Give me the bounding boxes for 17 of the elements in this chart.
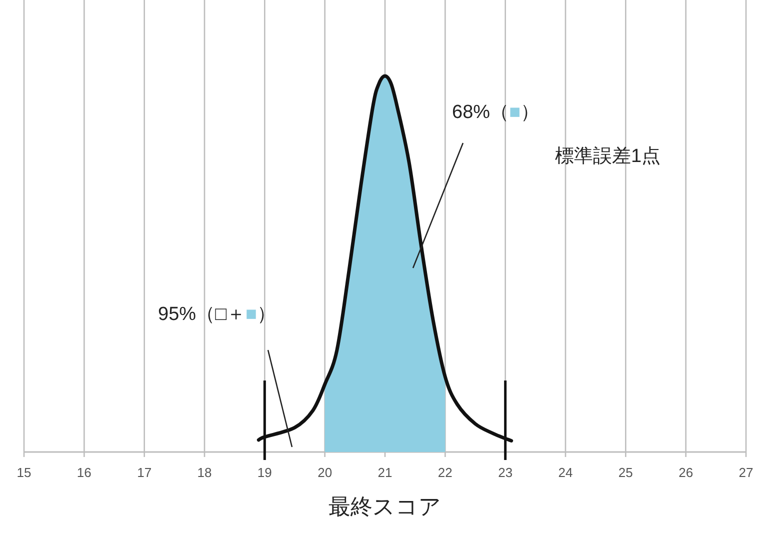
x-tick-label: 22	[438, 465, 452, 480]
x-tick-label: 25	[618, 465, 633, 480]
x-tick-label: 27	[738, 465, 754, 480]
x-tick-label: 26	[678, 465, 694, 480]
x-tick-label: 20	[318, 465, 332, 480]
x-tick-label: 21	[378, 465, 392, 480]
x-tick-label: 17	[137, 465, 152, 480]
x-tick-label: 23	[498, 465, 513, 480]
x-tick-label: 19	[257, 465, 272, 480]
x-tick-label: 24	[558, 465, 573, 480]
annotation: 95%（□＋■）	[158, 304, 276, 325]
annotation: 標準誤差1点	[555, 146, 661, 167]
x-tick-label: 16	[76, 465, 92, 480]
x-axis-title: 最終スコア	[328, 494, 442, 519]
x-tick-label: 15	[16, 465, 32, 480]
annotation: 68%（■）	[452, 102, 540, 123]
x-tick-label: 18	[197, 465, 212, 480]
